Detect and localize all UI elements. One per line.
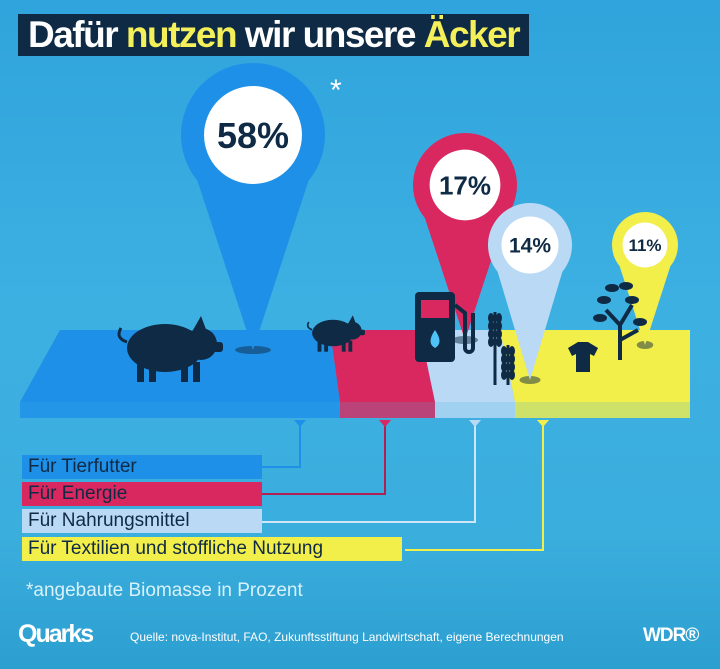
- wheat-grain: [488, 313, 494, 323]
- wheat-grain: [488, 337, 494, 347]
- wheat-icon: [488, 312, 515, 385]
- title-part: Dafür: [28, 14, 126, 55]
- water-drop-icon: [430, 330, 440, 348]
- platform-edge-3: [515, 402, 690, 418]
- wheat-grain: [496, 329, 502, 339]
- pig-body: [312, 319, 354, 347]
- title-highlight: Äcker: [423, 14, 521, 55]
- pig-leg: [149, 362, 156, 382]
- title-highlight: nutzen: [125, 14, 238, 55]
- pin-value-label: 11%: [628, 236, 661, 255]
- wheat-grain: [509, 354, 515, 364]
- source-text: Quelle: nova-Institut, FAO, Zukunftsstif…: [130, 630, 564, 644]
- fuel-pump-icon: [415, 292, 475, 362]
- asterisk-mark: *: [330, 74, 342, 107]
- pin-value-label: 17%: [439, 170, 491, 200]
- wheat-grain: [496, 321, 502, 331]
- pin-label-circle-1: [429, 149, 501, 221]
- connector-line-1: [262, 420, 386, 495]
- wdr-logo: WDR®: [643, 625, 699, 646]
- tree-leaf: [619, 282, 633, 290]
- quarks-logo: Quarks: [18, 620, 94, 648]
- pig-ear: [348, 315, 357, 325]
- pig-leg: [181, 362, 188, 382]
- legend-item: Für Textilien und stoffliche Nutzung: [22, 537, 402, 561]
- pig-ear: [193, 316, 207, 332]
- pig-leg: [193, 362, 200, 382]
- tree-leaf: [597, 296, 611, 304]
- connector-line-3: [405, 420, 544, 551]
- tree-leaf: [633, 318, 647, 326]
- tree-leaf: [625, 296, 639, 304]
- tree-icon: [593, 282, 647, 360]
- pump-window: [421, 300, 449, 318]
- legend-item: Für Nahrungsmittel: [22, 509, 262, 533]
- wheat-grain: [509, 370, 515, 380]
- platform-edge-1: [340, 402, 435, 418]
- tree-leaf: [593, 314, 607, 322]
- connector-arrow-0: [294, 420, 306, 427]
- title-part: wir unsere: [236, 14, 424, 55]
- legend-item: Für Energie: [22, 482, 262, 506]
- pig-snout: [213, 342, 223, 352]
- pig-leg: [348, 340, 353, 352]
- pin-value-label: 58%: [217, 115, 289, 156]
- wheat-grain: [496, 313, 502, 323]
- pig-snout: [359, 329, 365, 336]
- tshirt-icon: [568, 342, 598, 372]
- platform-top-1: [330, 330, 435, 402]
- tree-trunk: [604, 303, 639, 360]
- wheat-grain: [488, 321, 494, 331]
- pig-leg: [317, 340, 322, 352]
- pig-leg: [341, 340, 346, 352]
- wheat-grain: [496, 337, 502, 347]
- wheat-grain: [501, 362, 507, 372]
- pig-head: [344, 322, 362, 340]
- pig-body: [127, 324, 203, 372]
- pig-head: [185, 328, 217, 360]
- footnote: *angebaute Biomasse in Prozent: [26, 580, 303, 601]
- connector-arrow-1: [379, 420, 391, 427]
- pin-label-circle-3: [622, 222, 668, 268]
- wheat-grain: [509, 362, 515, 372]
- connector-arrow-3: [537, 420, 549, 427]
- connector-arrow-2: [469, 420, 481, 427]
- pump-hose: [453, 303, 475, 354]
- wheat-grain: [488, 329, 494, 339]
- wheat-grain: [501, 346, 507, 356]
- pin-label-circle-0: [204, 86, 302, 184]
- platform-edge-2: [435, 402, 515, 418]
- platform-edge-0: [20, 402, 340, 418]
- connector-line-2: [262, 420, 476, 523]
- pig-tail: [306, 321, 313, 331]
- pig-icon: [117, 316, 223, 382]
- tree-leaf: [605, 284, 619, 292]
- pig-leg: [137, 362, 144, 382]
- pig-icon: [306, 315, 365, 352]
- pig-tail: [117, 327, 128, 344]
- wheat-grain: [509, 346, 515, 356]
- pig-leg: [324, 340, 329, 352]
- wheat-grain: [501, 370, 507, 380]
- page-title: Dafür nutzen wir unsere Äcker: [18, 14, 530, 56]
- pin-label-circle-2: [501, 216, 559, 274]
- pin-value-label: 14%: [509, 235, 551, 258]
- wheat-grain: [501, 354, 507, 364]
- connector-line-0: [262, 420, 301, 468]
- legend-item: Für Tierfutter: [22, 455, 262, 479]
